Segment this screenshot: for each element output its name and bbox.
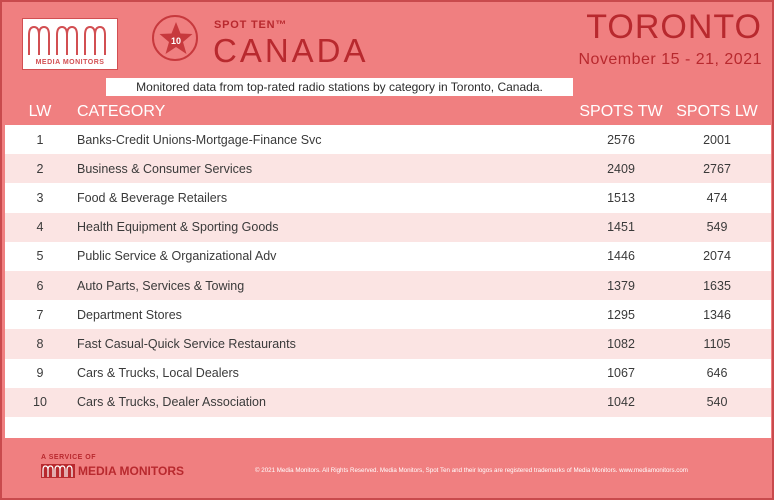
waveform-logo-icon	[28, 25, 106, 55]
table-row: 6 Auto Parts, Services & Towing 1379 163…	[5, 270, 771, 301]
cell-spots-lw: 549	[706, 220, 728, 235]
cell-spots-lw: 2001	[703, 132, 731, 147]
table-row: 5 Public Service & Organizational Adv 14…	[5, 242, 771, 271]
cell-spots-tw: 2409	[607, 161, 635, 176]
cell-category: Public Service & Organizational Adv	[77, 249, 277, 264]
date-range: November 15 - 21, 2021	[578, 51, 762, 68]
table-row: 9 Cars & Trucks, Local Dealers 1067 646	[5, 359, 771, 388]
cell-category: Health Equipment & Sporting Goods	[77, 220, 279, 235]
subtitle: Monitored data from top-rated radio stat…	[106, 78, 573, 96]
cell-category: Cars & Trucks, Dealer Association	[77, 395, 266, 410]
cell-spots-lw: 1346	[703, 307, 731, 322]
cell-spots-tw: 1446	[607, 249, 635, 264]
cell-lw: 3	[36, 190, 44, 205]
table-row: 2 Business & Consumer Services 2409 2767	[5, 154, 771, 184]
cell-lw: 5	[36, 249, 44, 264]
header-category: CATEGORY	[77, 102, 166, 120]
cell-category: Fast Casual-Quick Service Restaurants	[77, 336, 296, 351]
table-row: 1 Banks-Credit Unions-Mortgage-Finance S…	[5, 125, 771, 154]
footer-logo: MEDIA MONITORS	[41, 464, 184, 478]
header-spots-lw: SPOTS LW	[676, 102, 758, 120]
cell-spots-tw: 2576	[607, 132, 635, 147]
rankings-table: LW CATEGORY SPOTS TW SPOTS LW 1 Banks-Cr…	[5, 98, 771, 438]
service-label: A SERVICE OF	[41, 454, 97, 461]
cell-lw: 1	[36, 132, 44, 147]
city-title: TORONTO	[586, 8, 762, 46]
header-lw: LW	[28, 102, 52, 120]
cell-category: Department Stores	[77, 307, 182, 322]
cell-spots-lw: 540	[706, 395, 728, 410]
cell-spots-tw: 1042	[607, 395, 635, 410]
cell-category: Business & Consumer Services	[77, 161, 253, 176]
region-title: CANADA	[213, 32, 369, 69]
badge-number: 10	[171, 36, 181, 46]
cell-spots-lw: 1105	[703, 336, 731, 351]
cell-spots-lw: 1635	[703, 278, 731, 293]
table-row: 10 Cars & Trucks, Dealer Association 104…	[5, 387, 771, 417]
media-monitors-logo: MEDIA MONITORS	[22, 18, 118, 70]
cell-lw: 10	[33, 395, 47, 410]
logo-text: MEDIA MONITORS	[35, 59, 105, 66]
cell-lw: 7	[36, 307, 44, 322]
star-icon: 10	[159, 22, 193, 54]
cell-spots-lw: 2074	[703, 249, 731, 264]
footer-waveform-icon	[41, 464, 75, 478]
cell-spots-tw: 1513	[607, 190, 635, 205]
spot-ten-label: SPOT TEN™	[214, 19, 288, 31]
cell-category: Banks-Credit Unions-Mortgage-Finance Svc	[77, 132, 322, 147]
copyright-text: © 2021 Media Monitors. All Rights Reserv…	[255, 467, 688, 474]
header-spots-tw: SPOTS TW	[579, 102, 663, 120]
cell-spots-lw: 646	[706, 366, 728, 381]
table-row: 8 Fast Casual-Quick Service Restaurants …	[5, 329, 771, 359]
cell-category: Cars & Trucks, Local Dealers	[77, 366, 239, 381]
spot-ten-badge: 10	[152, 15, 198, 61]
cell-spots-tw: 1067	[607, 366, 635, 381]
table-row: 3 Food & Beverage Retailers 1513 474	[5, 183, 771, 212]
cell-spots-lw: 2767	[703, 161, 731, 176]
cell-spots-tw: 1379	[607, 278, 635, 293]
footer-brand: MEDIA MONITORS	[78, 464, 185, 478]
cell-lw: 8	[36, 336, 44, 351]
cell-lw: 6	[36, 278, 44, 293]
cell-lw: 2	[36, 161, 44, 176]
cell-spots-tw: 1451	[607, 220, 635, 235]
table-row: 4 Health Equipment & Sporting Goods 1451…	[5, 212, 771, 242]
cell-spots-lw: 474	[706, 190, 728, 205]
cell-category: Auto Parts, Services & Towing	[77, 278, 245, 293]
cell-lw: 4	[36, 220, 44, 235]
cell-spots-tw: 1295	[607, 307, 635, 322]
cell-category: Food & Beverage Retailers	[77, 190, 228, 205]
table-header: LW CATEGORY SPOTS TW SPOTS LW	[5, 98, 771, 125]
cell-spots-tw: 1082	[607, 336, 635, 351]
cell-lw: 9	[36, 366, 44, 381]
table-row: 7 Department Stores 1295 1346	[5, 300, 771, 329]
